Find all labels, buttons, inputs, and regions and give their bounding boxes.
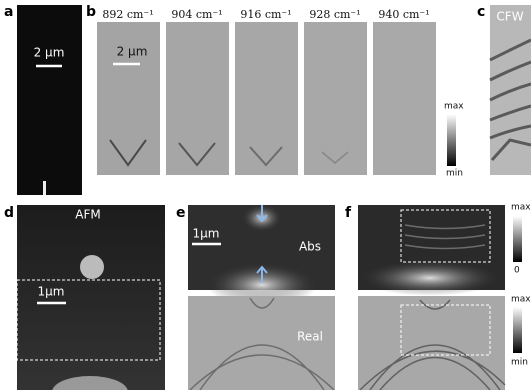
image-fringes xyxy=(189,297,335,390)
image-feature xyxy=(178,142,216,167)
image-row xyxy=(97,22,436,175)
panel-title: AFM xyxy=(75,208,100,222)
panel-label: c xyxy=(477,4,485,20)
image xyxy=(97,22,160,175)
image xyxy=(304,22,367,175)
panel-title: CFW xyxy=(496,10,523,24)
arrows xyxy=(256,205,268,283)
region-box xyxy=(16,279,161,361)
region-box xyxy=(400,209,491,263)
image-fringes xyxy=(359,299,506,390)
image-fringes xyxy=(404,224,486,250)
image-feature xyxy=(249,146,283,167)
scale-bar-label: 1μm xyxy=(38,285,65,299)
image xyxy=(17,205,165,390)
image xyxy=(373,22,436,175)
scale-bar-label: 2 μm xyxy=(117,45,148,59)
image-label: Real xyxy=(297,330,323,344)
colorbar-min: min xyxy=(511,358,528,368)
image xyxy=(235,22,298,175)
colorbar xyxy=(513,216,522,262)
image xyxy=(17,5,82,195)
colorbar xyxy=(513,307,522,353)
frame-label: 916 cm⁻¹ xyxy=(240,8,291,21)
image-feature xyxy=(80,255,104,279)
image-feature xyxy=(43,181,46,195)
colorbar xyxy=(447,114,456,166)
image xyxy=(166,22,229,175)
frame-label: 904 cm⁻¹ xyxy=(171,8,222,21)
panel-label: a xyxy=(4,4,13,20)
scale-bar-label: 1μm xyxy=(193,227,220,241)
image-feature xyxy=(321,151,349,164)
image-fringes xyxy=(489,38,531,162)
colorbar-max: max xyxy=(511,295,531,305)
image xyxy=(358,296,505,390)
scale-bar-label: 2 μm xyxy=(34,46,65,60)
frame-label: 940 cm⁻¹ xyxy=(378,8,429,21)
region-box xyxy=(400,304,491,356)
image-feature xyxy=(52,376,128,390)
colorbar-min: min xyxy=(446,169,463,179)
colorbar-max: max xyxy=(444,102,464,112)
image-label: Abs xyxy=(299,240,321,254)
colorbar-max: max xyxy=(511,203,531,213)
image-feature xyxy=(360,260,500,296)
frame-label: 892 cm⁻¹ xyxy=(102,8,153,21)
image-feature xyxy=(109,139,147,167)
frame-label: 928 cm⁻¹ xyxy=(309,8,360,21)
panel-label: e xyxy=(176,205,186,221)
panel-label: b xyxy=(86,4,96,20)
colorbar-min: 0 xyxy=(514,266,520,276)
panel-label: d xyxy=(4,205,14,221)
panel-label: f xyxy=(345,205,352,221)
